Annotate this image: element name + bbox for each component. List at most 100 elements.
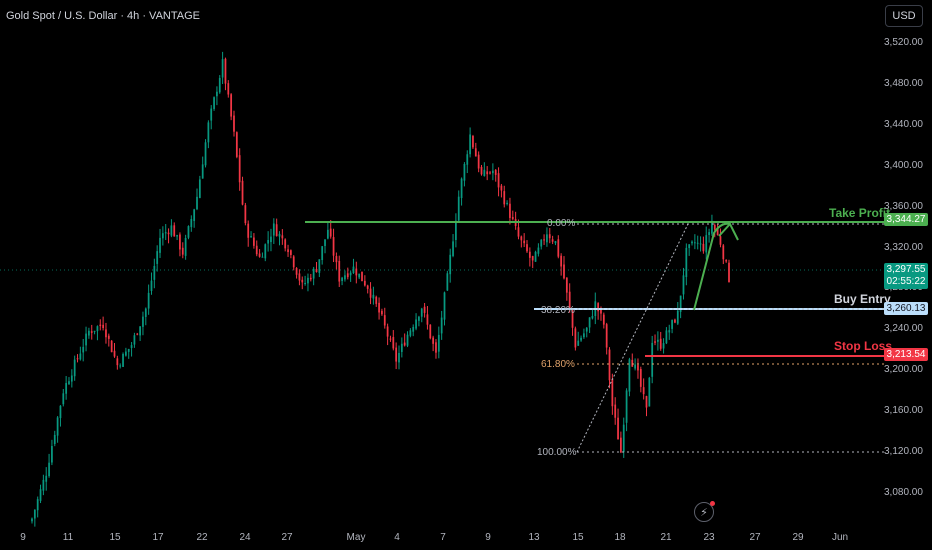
time-tick: 7: [440, 532, 446, 543]
time-tick: 11: [62, 532, 74, 543]
candle-body: [679, 295, 682, 312]
candle-body: [62, 393, 65, 405]
price-tick: 3,400.00: [884, 159, 923, 171]
candle-body: [102, 324, 105, 329]
candle-body: [42, 479, 45, 491]
candle-body: [543, 239, 545, 241]
candle-body: [412, 326, 415, 332]
candle-body: [634, 364, 637, 369]
candle-body: [70, 375, 73, 382]
candle-body: [190, 219, 193, 228]
candle-body: [656, 339, 659, 342]
candle-body: [682, 275, 685, 295]
fib-level-382: 38.20%: [541, 305, 575, 316]
candle-body: [372, 294, 375, 299]
candle-body: [198, 179, 201, 198]
candle-body: [435, 342, 437, 353]
candle-body: [676, 310, 679, 324]
candle-body: [361, 271, 363, 282]
candle-body: [99, 324, 102, 327]
candle-body: [230, 94, 233, 117]
candle-body: [565, 277, 568, 293]
time-tick: 29: [792, 532, 804, 543]
candle-body: [622, 424, 625, 453]
candle-body: [457, 196, 460, 221]
candle-body: [179, 234, 181, 250]
time-tick: May: [346, 532, 366, 543]
candle-body: [500, 185, 503, 191]
candle-body: [136, 333, 139, 335]
candle-body: [591, 315, 594, 319]
candle-body: [76, 358, 79, 360]
current-price-tag: 3,297.55 02:55:22: [884, 263, 928, 289]
candle-body: [204, 142, 207, 166]
time-tick: 27: [281, 532, 293, 543]
buy-entry-price-tag: 3,260.13: [884, 302, 928, 315]
candle-body: [597, 303, 600, 312]
lightning-icon[interactable]: ⚡: [694, 501, 715, 522]
candle-body: [156, 251, 159, 264]
candle-body: [193, 209, 196, 221]
candle-body: [53, 434, 56, 445]
candle-body: [255, 245, 258, 255]
candle-body: [301, 279, 304, 283]
candle-body: [31, 518, 33, 522]
candle-body: [253, 237, 255, 246]
candle-body: [39, 489, 42, 501]
candle-countdown: 02:55:22: [886, 276, 926, 287]
price-tick: 3,240.00: [884, 323, 923, 335]
candle-body: [48, 462, 50, 476]
candle-body: [275, 224, 278, 237]
price-tick: 3,480.00: [884, 77, 923, 89]
candle-body: [540, 239, 543, 247]
candle-body: [511, 216, 514, 220]
buy-entry-label: Buy Entry: [834, 292, 891, 306]
candle-body: [227, 83, 230, 95]
candle-body: [270, 236, 272, 243]
candle-body: [216, 91, 218, 97]
candle-body: [366, 285, 369, 289]
candle-body: [486, 171, 489, 175]
candle-body: [506, 202, 508, 205]
candle-body: [671, 320, 673, 329]
stop-loss-price-tag: 3,213.54: [884, 348, 928, 361]
candle-body: [517, 227, 520, 237]
candle-body: [708, 232, 710, 235]
candle-body: [281, 235, 284, 239]
projection-arrow-head: [718, 222, 739, 241]
candle-body: [497, 173, 500, 188]
candle-body: [588, 317, 591, 328]
candle-body: [210, 108, 213, 121]
candle-body: [423, 306, 426, 313]
candle-body: [554, 241, 557, 244]
candle-body: [571, 310, 574, 328]
candle-body: [309, 277, 312, 280]
candle-body: [693, 242, 696, 244]
candle-body: [292, 256, 295, 268]
candle-body: [617, 417, 619, 440]
currency-button[interactable]: USD: [885, 5, 923, 27]
time-tick: 27: [749, 532, 761, 543]
candle-body: [583, 333, 585, 338]
candle-body: [153, 265, 156, 280]
candle-body: [261, 256, 264, 258]
candle-body: [33, 509, 36, 519]
candle-body: [176, 235, 178, 237]
candle-body: [702, 243, 705, 252]
candle-body: [147, 292, 150, 309]
candle-body: [82, 346, 85, 353]
candle-body: [295, 268, 298, 275]
candle-body: [329, 228, 332, 237]
candle-body: [489, 172, 491, 174]
candle-body: [122, 353, 124, 367]
candle-body: [51, 446, 53, 463]
time-tick: 18: [614, 532, 626, 543]
candle-body: [130, 345, 133, 348]
candle-body: [503, 191, 506, 205]
candle-body: [321, 246, 324, 261]
candle-body: [187, 226, 190, 238]
candle-body: [207, 122, 210, 143]
candle-body: [90, 331, 93, 333]
candle-body: [119, 365, 122, 367]
